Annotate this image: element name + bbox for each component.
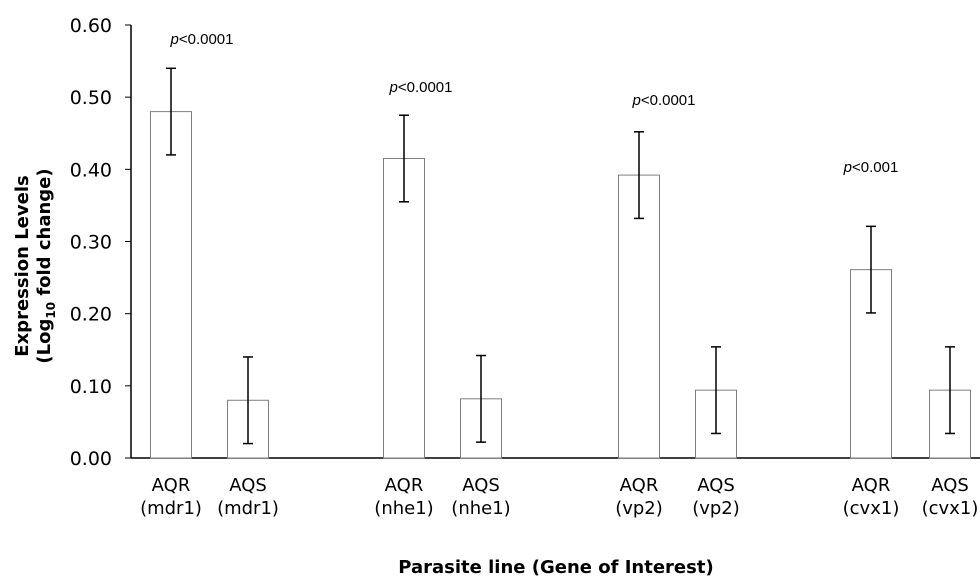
- category-label-line2: (vp2): [692, 498, 740, 519]
- y-axis-title-suffix: fold change): [34, 168, 55, 302]
- y-tick-label: 0.20: [70, 304, 112, 326]
- y-axis-title-subscript: 10: [44, 302, 58, 319]
- significance-annotation: p<0.0001: [389, 79, 453, 96]
- error-bar: [166, 67, 176, 156]
- error-bar: [243, 356, 253, 445]
- category-label-line1: AQR: [620, 475, 659, 496]
- category-label-line2: (cvx1): [843, 498, 900, 519]
- error-bar: [399, 114, 409, 203]
- p-value: <0.0001: [398, 79, 453, 96]
- category-label-line1: AQR: [385, 475, 424, 496]
- x-axis-title: Parasite line (Gene of Interest): [398, 557, 713, 578]
- category-label-line2: (nhe1): [374, 498, 433, 519]
- y-axis-title-line1: Expression Levels: [12, 175, 33, 356]
- y-tick-label: 0.40: [70, 159, 112, 181]
- y-tick-label: 0.30: [70, 232, 112, 254]
- bars-layer: [150, 67, 971, 459]
- category-label-line1: AQS: [462, 475, 500, 496]
- p-value: <0.0001: [641, 92, 696, 109]
- p-symbol: p: [389, 79, 398, 96]
- category-label-line1: AQR: [152, 475, 191, 496]
- category-labels: AQR(mdr1)AQS(mdr1)AQR(nhe1)AQS(nhe1)AQR(…: [140, 475, 978, 519]
- significance-annotation: p<0.001: [843, 159, 899, 176]
- y-tick-label: 0.00: [70, 448, 112, 470]
- category-label-line2: (mdr1): [140, 498, 202, 519]
- category-label-line1: AQS: [229, 475, 267, 496]
- significance-annotation: p<0.0001: [632, 92, 696, 109]
- category-label-line2: (nhe1): [451, 498, 510, 519]
- y-axis-title-prefix: (Log: [34, 319, 55, 364]
- y-tick-label: 0.60: [70, 15, 112, 37]
- category-label-line2: (cvx1): [922, 498, 979, 519]
- bar: [383, 158, 425, 459]
- category-label-line1: AQS: [931, 475, 969, 496]
- significance-annotation: p<0.0001: [170, 31, 234, 48]
- error-bar: [866, 225, 876, 314]
- svg-text:Expression Levels: Expression Levels: [12, 175, 33, 356]
- p-symbol: p: [170, 31, 179, 48]
- y-axis-title: Expression Levels (Log10 fold change): [12, 168, 58, 363]
- error-bar: [634, 131, 644, 220]
- y-tick-label: 0.10: [70, 376, 112, 398]
- category-label-line2: (vp2): [615, 498, 663, 519]
- bar: [150, 111, 192, 459]
- p-symbol: p: [843, 159, 852, 176]
- p-symbol: p: [632, 92, 641, 109]
- error-bar: [711, 346, 721, 435]
- category-label-line2: (mdr1): [217, 498, 279, 519]
- p-value: <0.001: [852, 159, 898, 176]
- p-value: <0.0001: [179, 31, 234, 48]
- category-label-line1: AQS: [697, 475, 735, 496]
- y-tick-labels: 0.00 0.10 0.20 0.30 0.40 0.50 0.60: [70, 15, 131, 470]
- error-bar: [945, 346, 955, 435]
- error-bar: [476, 354, 486, 443]
- y-tick-label: 0.50: [70, 87, 112, 109]
- svg-text:(Log10 fold change): (Log10 fold change): [34, 168, 58, 363]
- category-label-line1: AQR: [852, 475, 891, 496]
